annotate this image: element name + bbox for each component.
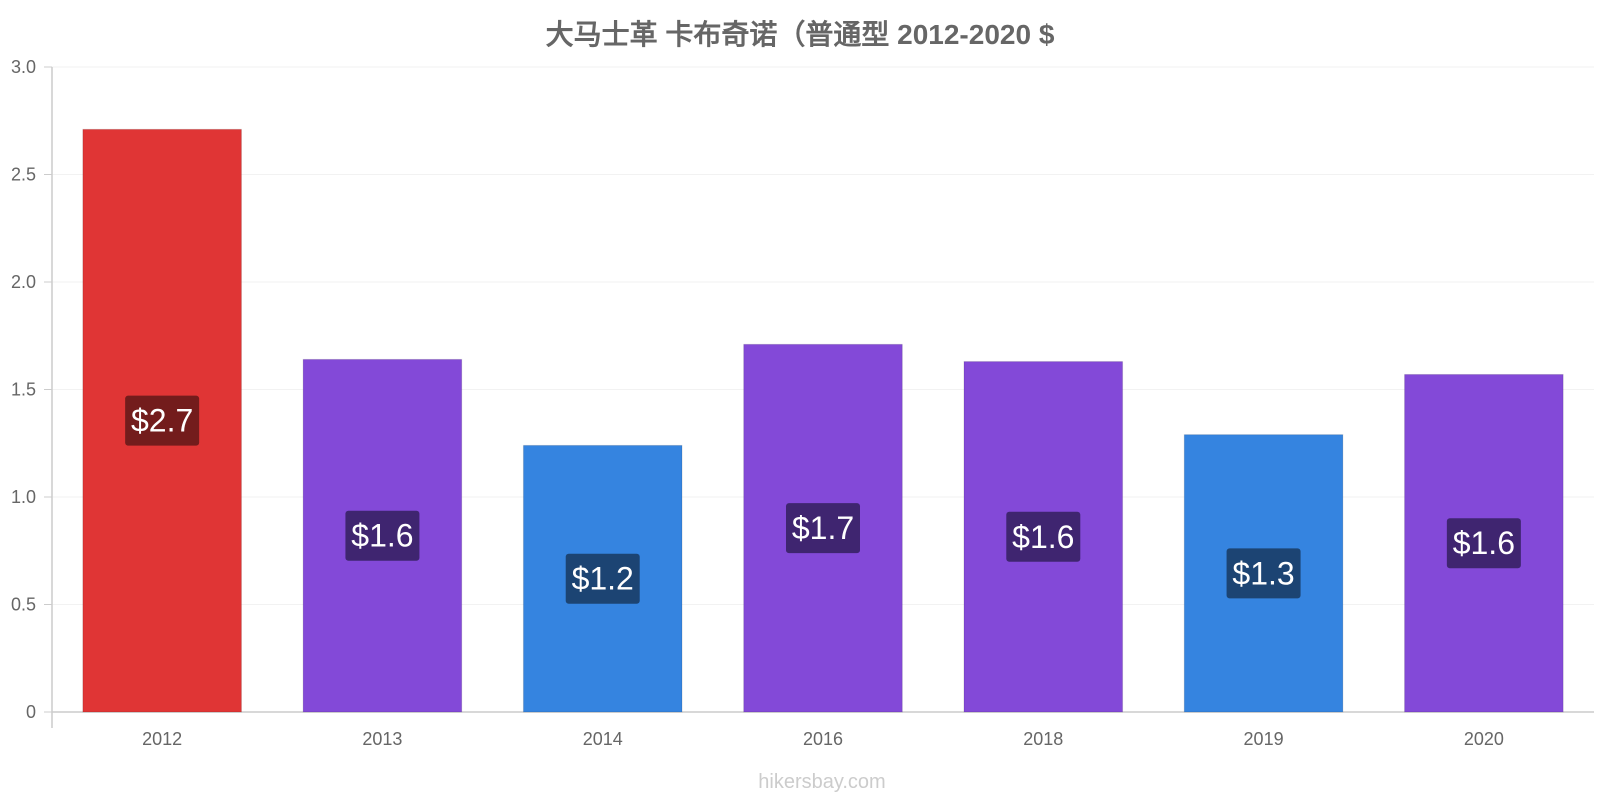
y-tick-label: 0 (26, 702, 36, 722)
y-tick-label: 3.0 (11, 57, 36, 77)
footer-source: hikersbay.com (758, 771, 885, 793)
value-label-box (125, 395, 200, 446)
value-label: $1.3 (1232, 555, 1294, 591)
x-tick-label: 2014 (583, 729, 623, 749)
bars (82, 128, 1564, 713)
value-label: $1.6 (351, 518, 413, 554)
y-tick-label: 2.0 (11, 272, 36, 292)
value-label-box (1226, 548, 1301, 599)
value-label: $1.6 (1012, 519, 1074, 555)
x-tick-label: 2013 (362, 729, 402, 749)
y-tick-label: 1.5 (11, 380, 36, 400)
y-tick-label: 1.0 (11, 487, 36, 507)
value-label-box (345, 510, 420, 561)
value-labels: $2.7 $1.6 $1.2 $1.7 $1.6 $1.3 $1.6 (125, 395, 1521, 604)
x-tick-label: 2016 (803, 729, 843, 749)
value-label-box (1006, 511, 1081, 562)
y-tick-label: 0.5 (11, 595, 36, 615)
x-tick-label: 2018 (1023, 729, 1063, 749)
value-label: $1.6 (1453, 525, 1515, 561)
value-label: $2.7 (131, 403, 193, 439)
value-label-box (565, 553, 640, 604)
y-tick-label: 2.5 (11, 165, 36, 185)
value-label: $1.2 (572, 561, 634, 597)
x-tick-label: 2012 (142, 729, 182, 749)
x-tick-label: 2020 (1464, 729, 1504, 749)
x-tick-label: 2019 (1244, 729, 1284, 749)
y-axis-ticks: 0 0.5 1.0 1.5 2.0 2.5 3.0 (11, 57, 52, 722)
x-axis-ticks: 2012 2013 2014 2016 2018 2019 2020 (142, 729, 1504, 749)
value-label-box (786, 503, 860, 554)
value-label-box (1446, 518, 1521, 569)
chart-title: 大马士革 卡布奇诺（普通型 2012-2020 $ (546, 18, 1055, 50)
value-label: $1.7 (792, 510, 854, 546)
